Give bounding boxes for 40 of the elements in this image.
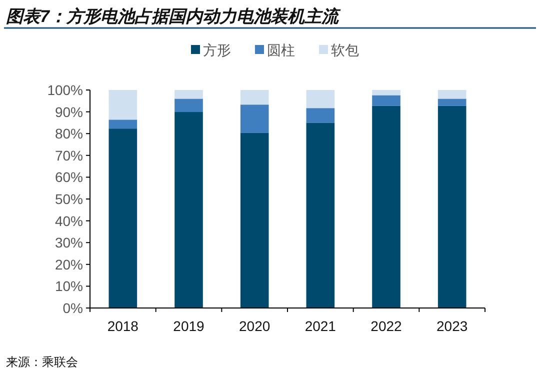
bar [306, 90, 335, 108]
bar [240, 132, 269, 308]
legend-label: 软包 [331, 42, 359, 58]
y-tick-label: 90% [54, 104, 83, 120]
bar [174, 90, 203, 99]
y-tick-label: 30% [54, 234, 83, 251]
y-tick-label: 20% [54, 256, 83, 272]
bar [174, 112, 203, 308]
y-tick-label: 80% [54, 126, 83, 142]
x-tick-label: 2020 [239, 318, 270, 334]
legend-label: 圆柱 [267, 42, 295, 58]
bar [108, 128, 138, 308]
bar [372, 95, 400, 106]
y-tick-label: 100% [47, 82, 83, 98]
y-tick-label: 10% [54, 278, 83, 294]
bar [108, 120, 138, 129]
bar [174, 98, 203, 112]
source-note: 来源：乘联会 [6, 355, 78, 369]
bar [240, 104, 269, 133]
y-tick-label: 0% [62, 300, 83, 316]
x-tick-label: 2023 [436, 318, 468, 334]
bar [438, 90, 466, 99]
x-tick-label: 2021 [304, 318, 336, 334]
y-tick-label: 40% [54, 212, 83, 229]
bar [372, 106, 400, 308]
bar [372, 90, 400, 96]
chart-title: 图表7：方形电池占据国内动力电池装机主流 [6, 7, 342, 26]
bar [108, 90, 138, 120]
bar [306, 122, 335, 308]
x-tick-label: 2019 [173, 318, 205, 334]
x-tick-label: 2022 [370, 318, 402, 334]
legend-label: 方形 [203, 42, 231, 58]
y-tick-label: 60% [54, 169, 83, 186]
bar [438, 98, 466, 106]
x-tick-label: 2018 [107, 318, 139, 334]
bar [306, 108, 335, 123]
y-tick-label: 70% [54, 147, 83, 164]
bar [438, 106, 466, 308]
bar [240, 90, 269, 105]
y-tick-label: 50% [54, 191, 83, 207]
